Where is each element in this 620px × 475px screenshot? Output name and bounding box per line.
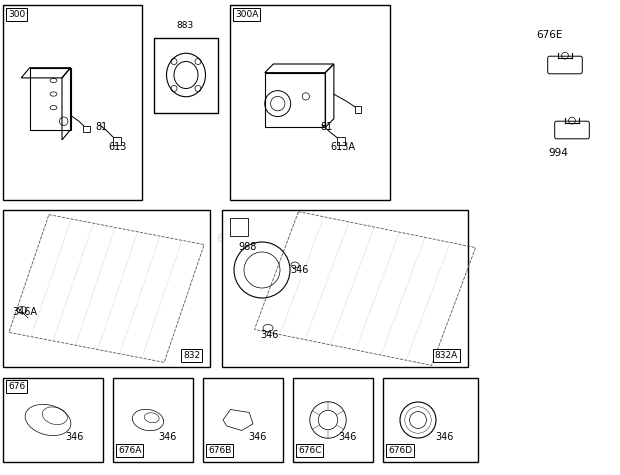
Bar <box>30 68 71 130</box>
Bar <box>3 5 142 200</box>
Text: 883: 883 <box>176 21 193 30</box>
Bar <box>203 378 283 462</box>
Text: 676D: 676D <box>388 446 412 455</box>
Text: 346A: 346A <box>12 307 37 317</box>
Text: 832: 832 <box>183 351 200 360</box>
Bar <box>3 378 103 462</box>
Bar <box>293 378 373 462</box>
Text: 676A: 676A <box>118 446 141 455</box>
Text: 346: 346 <box>248 432 267 442</box>
Text: 613A: 613A <box>330 142 355 152</box>
Text: 346: 346 <box>338 432 356 442</box>
Text: 994: 994 <box>548 148 568 158</box>
Bar <box>113 137 121 145</box>
Bar <box>83 125 90 133</box>
Text: 346: 346 <box>65 432 83 442</box>
Bar <box>3 210 210 367</box>
Text: 613: 613 <box>108 142 126 152</box>
Text: 346: 346 <box>158 432 176 442</box>
Text: 676E: 676E <box>536 30 562 40</box>
Bar <box>230 218 248 236</box>
Text: 346: 346 <box>435 432 453 442</box>
Text: eReplacementParts.com: eReplacementParts.com <box>216 230 404 245</box>
Bar <box>355 106 361 113</box>
Bar <box>337 137 345 145</box>
Bar <box>230 5 390 200</box>
Bar <box>265 73 326 127</box>
Text: 676: 676 <box>8 382 25 391</box>
Bar <box>154 38 218 113</box>
Text: 676C: 676C <box>298 446 322 455</box>
Text: 988: 988 <box>238 242 257 252</box>
Text: 346: 346 <box>260 330 278 340</box>
Text: 81: 81 <box>320 122 332 132</box>
Text: 832A: 832A <box>435 351 458 360</box>
Text: 300: 300 <box>8 10 25 19</box>
Text: 300A: 300A <box>235 10 259 19</box>
Bar <box>383 378 478 462</box>
Text: 676B: 676B <box>208 446 231 455</box>
Bar <box>222 210 468 367</box>
Bar <box>113 378 193 462</box>
Text: 346: 346 <box>290 265 308 275</box>
Text: 81: 81 <box>95 122 107 132</box>
